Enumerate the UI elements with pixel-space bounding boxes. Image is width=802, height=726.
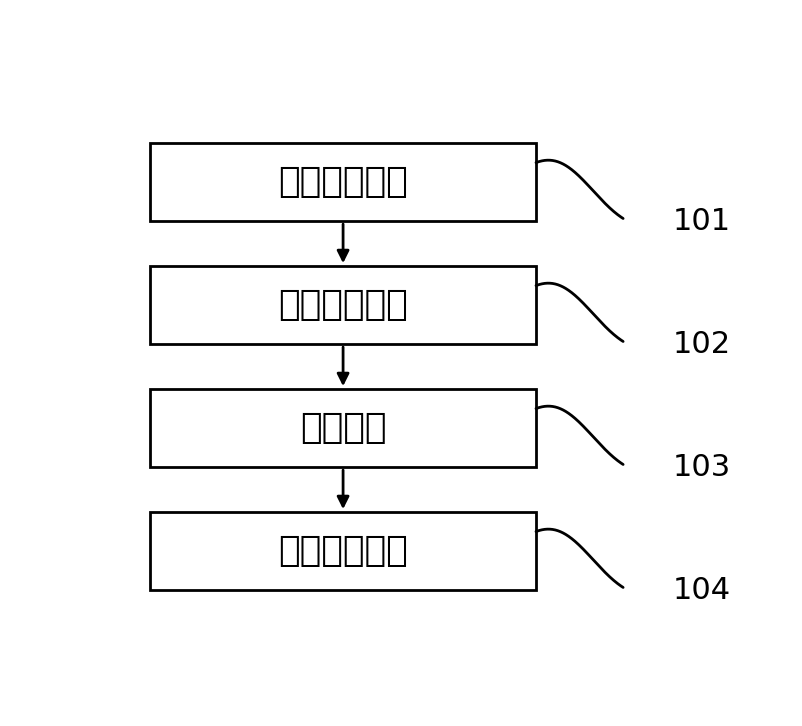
Text: 图像矫正模块: 图像矫正模块 — [277, 165, 407, 199]
FancyBboxPatch shape — [150, 143, 536, 221]
FancyBboxPatch shape — [150, 389, 536, 468]
Text: 图像采样模块: 图像采样模块 — [277, 288, 407, 322]
Text: 偏移判断模块: 偏移判断模块 — [277, 534, 407, 568]
FancyBboxPatch shape — [150, 512, 536, 590]
Text: 103: 103 — [672, 453, 731, 482]
Text: 104: 104 — [672, 576, 730, 605]
Text: 101: 101 — [672, 207, 730, 236]
Text: 102: 102 — [672, 330, 730, 359]
Text: 拟合模块: 拟合模块 — [299, 411, 386, 445]
FancyBboxPatch shape — [150, 266, 536, 344]
